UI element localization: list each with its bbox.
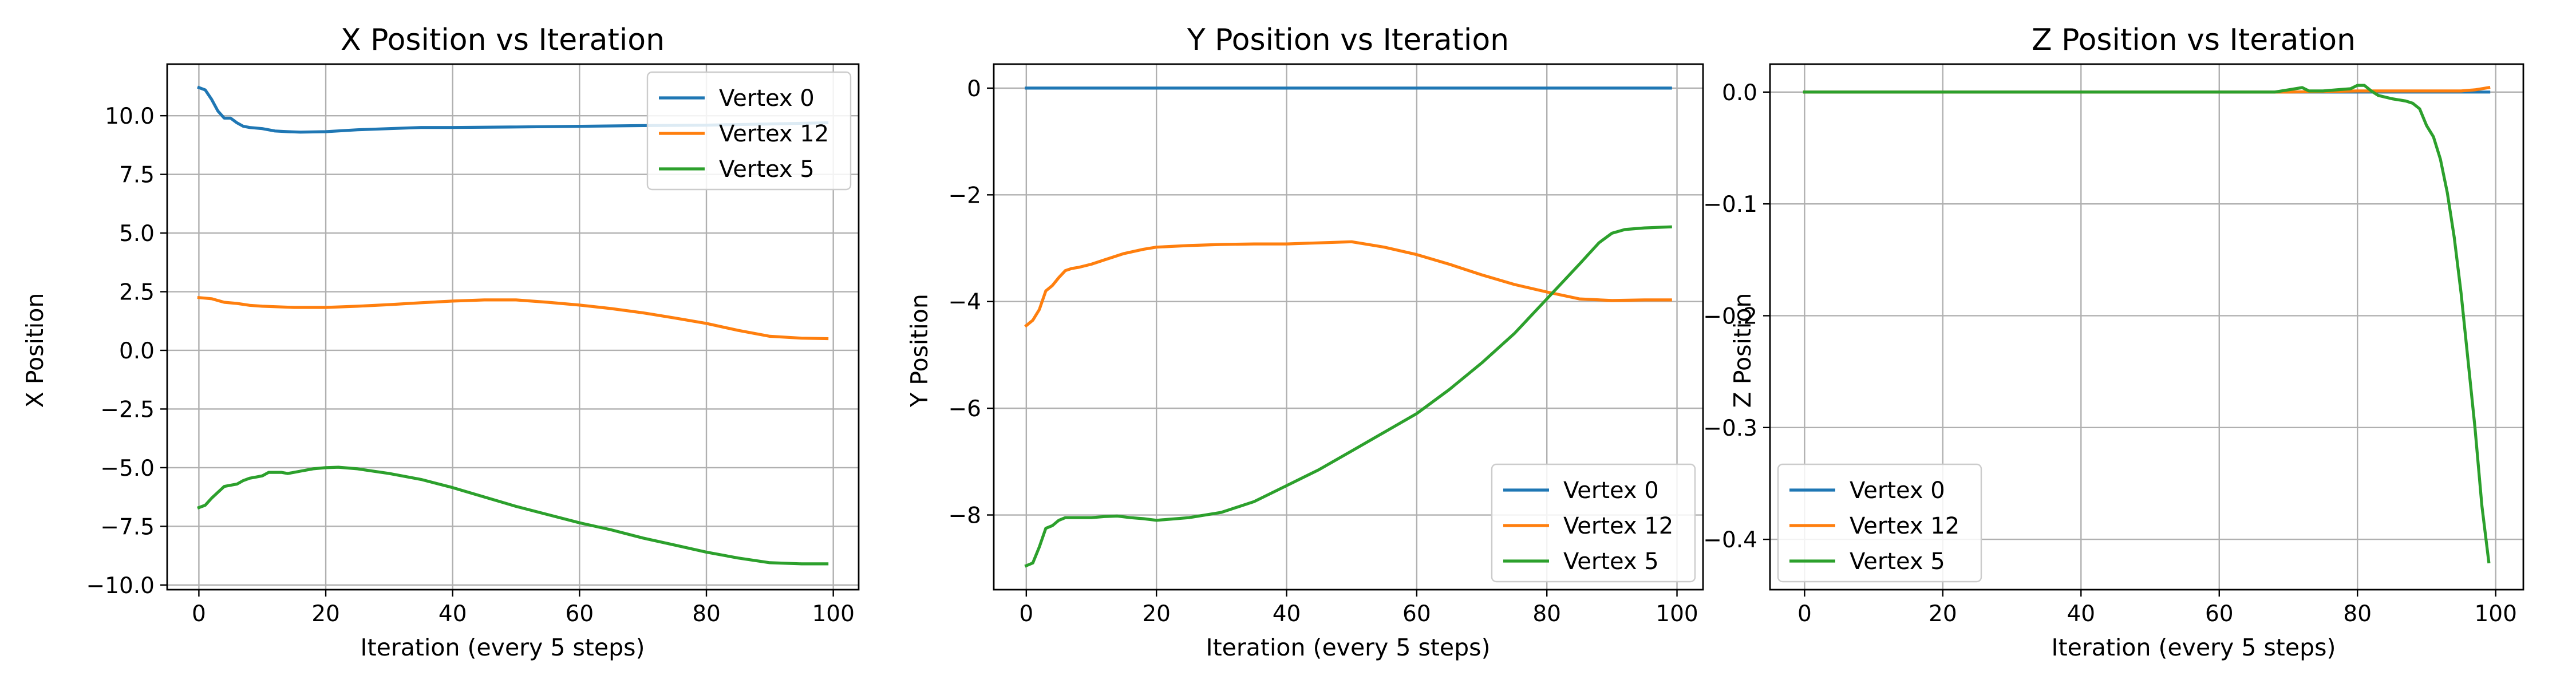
y-tick-label: −0.3 [1703,416,1757,441]
x-position-subplot: X Position vs Iteration Iteration (every… [21,23,860,661]
x-tick-label: 80 [2343,601,2372,627]
legend-label: Vertex 12 [719,121,829,147]
y-tick-label: −5.0 [100,456,155,481]
x-tick-label: 100 [1656,601,1698,627]
chart-title: Y Position vs Iteration [1187,23,1509,57]
plot-frame [1769,63,2524,591]
x-axis-label: Iteration (every 5 steps) [361,634,645,661]
x-axis-label: Iteration (every 5 steps) [2052,634,2336,661]
legend: Vertex 0 Vertex 12 Vertex 5 [646,71,852,191]
chart-title: X Position vs Iteration [341,23,665,57]
legend-label: Vertex 12 [1850,513,1959,539]
x-tick-label: 80 [692,601,721,627]
series-line-vertex-0 [197,85,829,134]
legend-box [646,71,852,191]
y-tick-label: 0.0 [1722,80,1757,106]
x-tick-label: 100 [2474,601,2516,627]
z-position-subplot: Z Position vs Iteration Iteration (every… [1703,23,2524,661]
legend-label: Vertex 0 [1850,477,1945,504]
y-axis-label: Y Position [906,294,933,408]
y-tick-label: −8 [949,503,982,529]
legend-box [1777,463,1982,583]
y-tick-label: −0.1 [1703,192,1757,218]
legend-label: Vertex 0 [719,85,815,112]
series-line-vertex-5 [1024,225,1672,568]
chart-title: Z Position vs Iteration [2032,23,2356,57]
x-tick-label: 60 [566,601,594,627]
y-position-subplot: Y Position vs Iteration Iteration (every… [906,23,1704,661]
y-axis-label: Z Position [1729,293,1756,408]
y-tick-label: −4 [949,290,982,315]
y-tick-label: −6 [949,396,982,422]
y-tick-label: −7.5 [100,514,155,540]
y-tick-label: 2.5 [119,280,155,306]
x-tick-label: 20 [1142,601,1171,627]
x-tick-label: 0 [1019,601,1033,627]
x-tick-label: 80 [1532,601,1561,627]
x-axis-label: Iteration (every 5 steps) [1206,634,1491,661]
legend-label: Vertex 0 [1563,477,1659,504]
x-tick-label: 40 [2067,601,2095,627]
plot-frame [993,63,1704,591]
y-tick-label: −2.5 [100,397,155,423]
y-tick-label: −0.4 [1703,527,1757,553]
legend: Vertex 0 Vertex 12 Vertex 5 [1491,463,1696,583]
x-tick-label: 40 [438,601,467,627]
legend-label: Vertex 5 [1563,548,1659,575]
series-line-vertex-5 [197,465,829,566]
y-tick-label: −2 [949,183,982,208]
x-tick-label: 0 [192,601,206,627]
x-tick-label: 20 [1929,601,1957,627]
legend: Vertex 0 Vertex 12 Vertex 5 [1777,463,1982,583]
series-line-vertex-5 [1803,84,2491,564]
y-tick-label: 0.0 [119,338,155,364]
legend-label: Vertex 5 [719,156,815,183]
legend-label: Vertex 5 [1850,548,1945,575]
x-tick-label: 60 [1402,601,1431,627]
legend-label: Vertex 12 [1563,513,1673,539]
y-tick-label: −10.0 [86,573,155,599]
x-tick-label: 60 [2205,601,2234,627]
x-tick-label: 100 [812,601,854,627]
legend-box [1491,463,1696,583]
y-tick-label: −0.2 [1703,303,1757,329]
series-line-vertex-12 [1024,240,1672,328]
y-tick-label: 0 [967,76,981,102]
x-tick-label: 20 [311,601,340,627]
x-tick-label: 0 [1797,601,1812,627]
y-tick-label: 10.0 [105,104,155,129]
series-line-vertex-12 [197,295,829,341]
plot-frame [166,63,860,591]
y-tick-label: 5.0 [119,221,155,247]
x-tick-label: 40 [1273,601,1301,627]
y-tick-label: 7.5 [119,163,155,188]
y-axis-label: X Position [21,293,49,408]
